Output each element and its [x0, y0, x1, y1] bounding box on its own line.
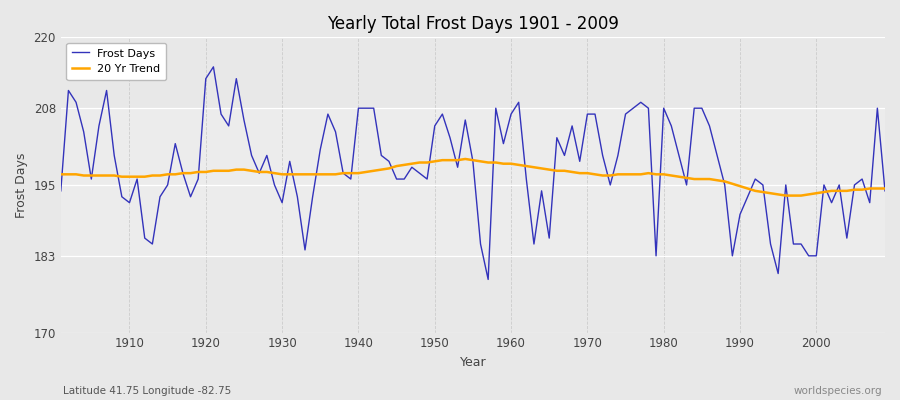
Frost Days — [292, 194, 302, 199]
X-axis label: Year: Year — [460, 356, 486, 369]
20 Yr Trend — [460, 156, 471, 161]
Title: Yearly Total Frost Days 1901 - 2009: Yearly Total Frost Days 1901 - 2009 — [327, 15, 619, 33]
Bar — [61, 108, 885, 256]
Text: worldspecies.org: worldspecies.org — [794, 386, 882, 396]
20 Yr Trend — [513, 162, 524, 167]
20 Yr Trend — [56, 172, 67, 177]
Frost Days — [521, 177, 532, 182]
20 Yr Trend — [284, 172, 295, 177]
20 Yr Trend — [780, 193, 791, 198]
Y-axis label: Frost Days: Frost Days — [15, 152, 28, 218]
Frost Days — [482, 277, 493, 282]
20 Yr Trend — [330, 172, 341, 177]
Line: 20 Yr Trend: 20 Yr Trend — [61, 159, 885, 196]
20 Yr Trend — [116, 174, 127, 179]
Frost Days — [613, 153, 624, 158]
20 Yr Trend — [506, 161, 517, 166]
Frost Days — [56, 188, 67, 193]
Frost Days — [208, 64, 219, 69]
20 Yr Trend — [605, 173, 616, 178]
Line: Frost Days: Frost Days — [61, 67, 885, 280]
Text: Latitude 41.75 Longitude -82.75: Latitude 41.75 Longitude -82.75 — [63, 386, 231, 396]
Frost Days — [338, 171, 348, 176]
Frost Days — [116, 194, 127, 199]
Frost Days — [879, 188, 890, 193]
20 Yr Trend — [879, 186, 890, 191]
Legend: Frost Days, 20 Yr Trend: Frost Days, 20 Yr Trend — [67, 43, 166, 80]
Frost Days — [513, 100, 524, 105]
